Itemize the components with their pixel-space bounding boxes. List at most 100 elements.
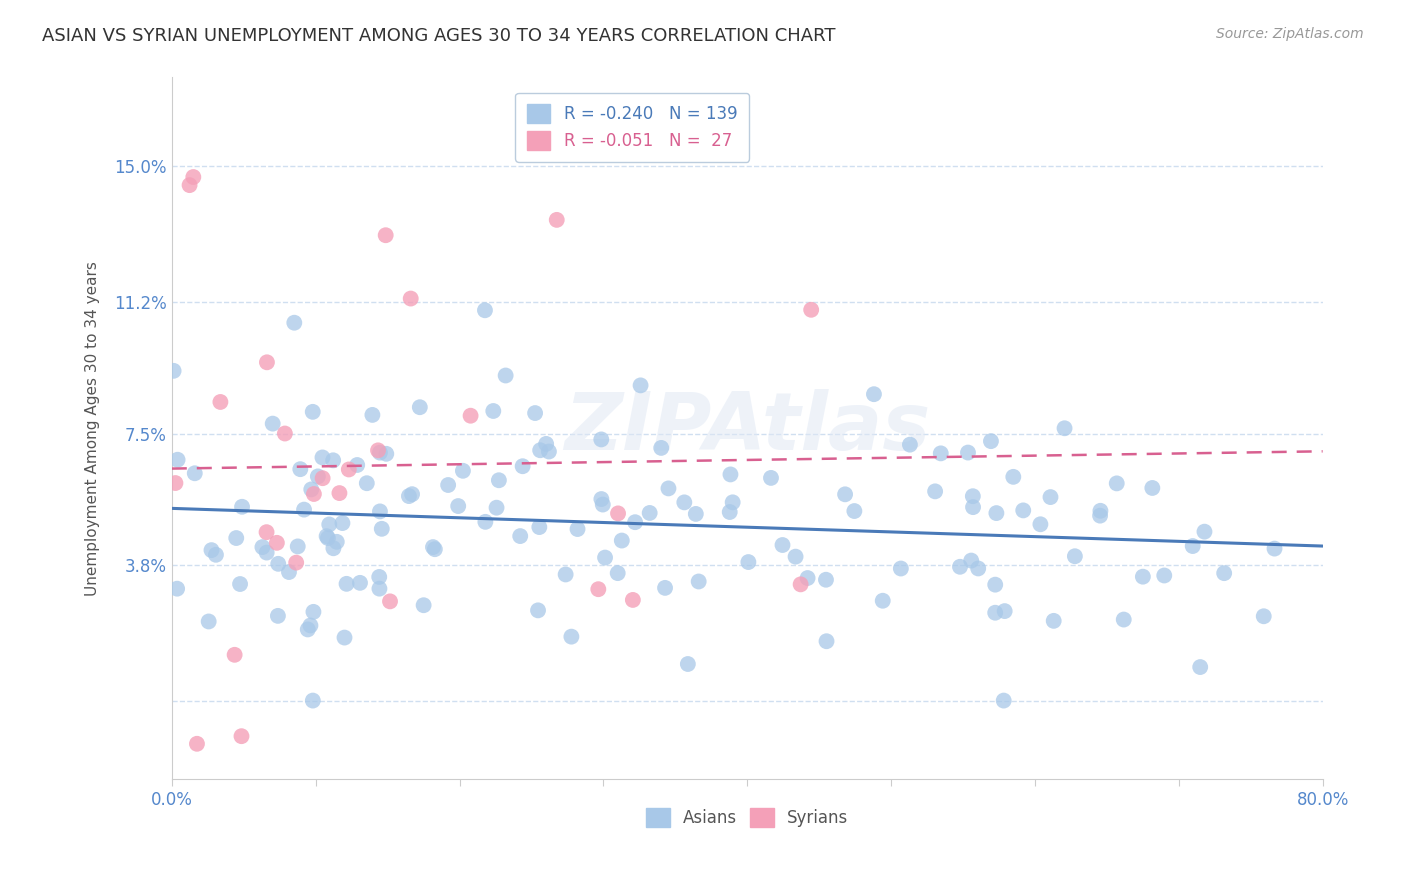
Point xyxy=(537,444,560,458)
Point xyxy=(1181,539,1204,553)
Point xyxy=(301,693,323,707)
Point xyxy=(451,464,474,478)
Point xyxy=(606,566,628,581)
Point xyxy=(333,631,356,645)
Point xyxy=(274,426,297,441)
Point xyxy=(367,443,389,458)
Point xyxy=(834,487,856,501)
Point xyxy=(890,561,912,575)
Point xyxy=(621,593,644,607)
Point xyxy=(311,471,333,485)
Point xyxy=(447,499,470,513)
Point xyxy=(624,515,647,529)
Point xyxy=(815,634,838,648)
Point xyxy=(229,577,252,591)
Point xyxy=(980,434,1002,449)
Point xyxy=(181,169,204,184)
Point xyxy=(1053,421,1076,435)
Point xyxy=(630,378,652,392)
Point xyxy=(994,604,1017,618)
Point xyxy=(844,504,866,518)
Point xyxy=(1090,504,1112,518)
Point xyxy=(546,212,568,227)
Point xyxy=(796,571,818,585)
Point xyxy=(482,404,505,418)
Text: ASIAN VS SYRIAN UNEMPLOYMENT AMONG AGES 30 TO 34 YEARS CORRELATION CHART: ASIAN VS SYRIAN UNEMPLOYMENT AMONG AGES … xyxy=(42,27,835,45)
Point xyxy=(1063,549,1085,564)
Point xyxy=(607,507,630,521)
Point xyxy=(592,498,614,512)
Point xyxy=(650,441,672,455)
Point xyxy=(495,368,517,383)
Point xyxy=(337,462,360,476)
Point xyxy=(534,437,557,451)
Point xyxy=(772,538,794,552)
Point xyxy=(1263,541,1285,556)
Point xyxy=(356,476,378,491)
Point xyxy=(368,582,391,596)
Point xyxy=(311,450,333,465)
Point xyxy=(267,608,290,623)
Point xyxy=(1088,508,1111,523)
Point xyxy=(368,445,391,459)
Point xyxy=(654,581,676,595)
Point xyxy=(720,467,742,482)
Point xyxy=(315,529,337,543)
Point xyxy=(179,178,201,193)
Point xyxy=(231,729,253,743)
Point xyxy=(929,446,952,460)
Point xyxy=(322,453,344,467)
Point xyxy=(1253,609,1275,624)
Point xyxy=(297,623,319,637)
Point xyxy=(967,561,990,575)
Point xyxy=(1189,660,1212,674)
Point xyxy=(162,364,184,378)
Point xyxy=(529,520,551,534)
Point xyxy=(1132,570,1154,584)
Point xyxy=(737,555,759,569)
Point xyxy=(287,540,309,554)
Point xyxy=(378,594,401,608)
Point xyxy=(962,489,984,503)
Point xyxy=(638,506,661,520)
Point xyxy=(1112,613,1135,627)
Point xyxy=(252,540,274,554)
Point xyxy=(328,486,350,500)
Point xyxy=(299,618,322,632)
Point xyxy=(186,737,208,751)
Point xyxy=(256,525,278,540)
Point xyxy=(524,406,547,420)
Point xyxy=(266,536,288,550)
Point xyxy=(759,471,782,485)
Point xyxy=(399,292,422,306)
Point xyxy=(302,605,325,619)
Point xyxy=(256,545,278,559)
Point xyxy=(316,531,339,545)
Point xyxy=(375,447,398,461)
Point xyxy=(1142,481,1164,495)
Point xyxy=(409,401,432,415)
Point xyxy=(785,549,807,564)
Point xyxy=(412,599,434,613)
Point xyxy=(800,302,823,317)
Point xyxy=(292,502,315,516)
Point xyxy=(290,462,312,476)
Point xyxy=(554,567,576,582)
Point xyxy=(301,405,323,419)
Point xyxy=(956,445,979,459)
Point xyxy=(512,459,534,474)
Point xyxy=(474,303,496,318)
Point xyxy=(437,478,460,492)
Point xyxy=(789,577,811,591)
Point xyxy=(673,495,696,509)
Point xyxy=(721,495,744,509)
Point xyxy=(346,458,368,472)
Point xyxy=(960,553,983,567)
Point xyxy=(285,556,308,570)
Point xyxy=(398,489,420,503)
Point xyxy=(256,355,278,369)
Point xyxy=(567,522,589,536)
Point xyxy=(422,540,444,554)
Point xyxy=(423,542,446,557)
Point xyxy=(718,505,741,519)
